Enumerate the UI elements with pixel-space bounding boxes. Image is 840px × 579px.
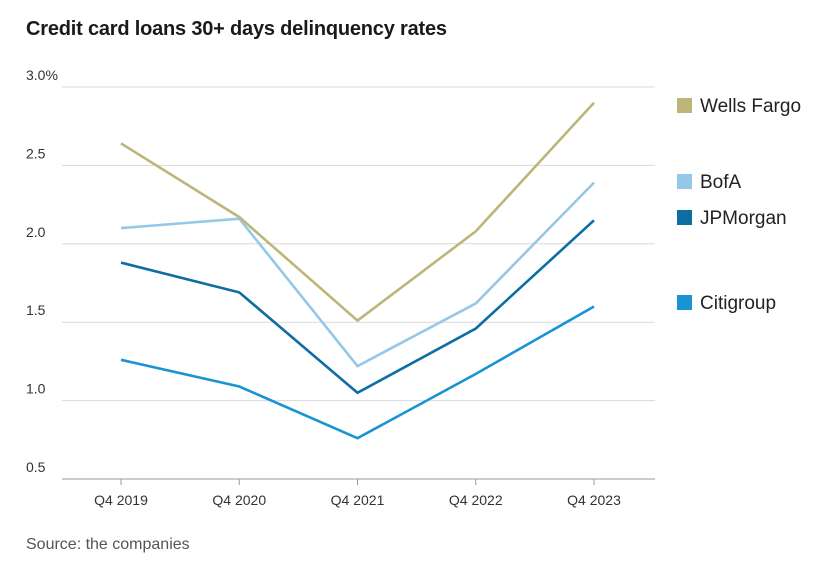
x-tick-label: Q4 2023 (567, 492, 621, 508)
x-tick-label: Q4 2020 (212, 492, 266, 508)
legend-swatch-citigroup (677, 295, 692, 310)
legend-label-citigroup: Citigroup (700, 293, 776, 314)
y-tick-label: 1.5 (26, 302, 46, 318)
y-tick-label: 3.0% (26, 67, 58, 83)
series-line-citigroup (120, 305, 595, 440)
y-tick-label: 2.0 (26, 224, 46, 240)
legend-label-wells-fargo: Wells Fargo (700, 96, 801, 117)
chart-title: Credit card loans 30+ days delinquency r… (26, 18, 447, 40)
y-tick-label: 0.5 (26, 459, 46, 475)
y-tick-label: 1.0 (26, 381, 46, 397)
legend-swatch-bofa (677, 174, 692, 189)
x-tick-label: Q4 2019 (94, 492, 148, 508)
y-tick-label: 2.5 (26, 145, 46, 161)
legend-label-bofa: BofA (700, 172, 742, 193)
series-line-wells-fargo (120, 101, 595, 323)
series-line-jpmorgan (120, 219, 595, 395)
source-note: Source: the companies (26, 536, 190, 553)
x-tick-label: Q4 2022 (449, 492, 503, 508)
series-line-bofa (120, 181, 595, 368)
legend-swatch-jpmorgan (677, 210, 692, 225)
legend-swatch-wells-fargo (677, 98, 692, 113)
x-tick-label: Q4 2021 (331, 492, 385, 508)
legend-label-jpmorgan: JPMorgan (700, 208, 787, 229)
